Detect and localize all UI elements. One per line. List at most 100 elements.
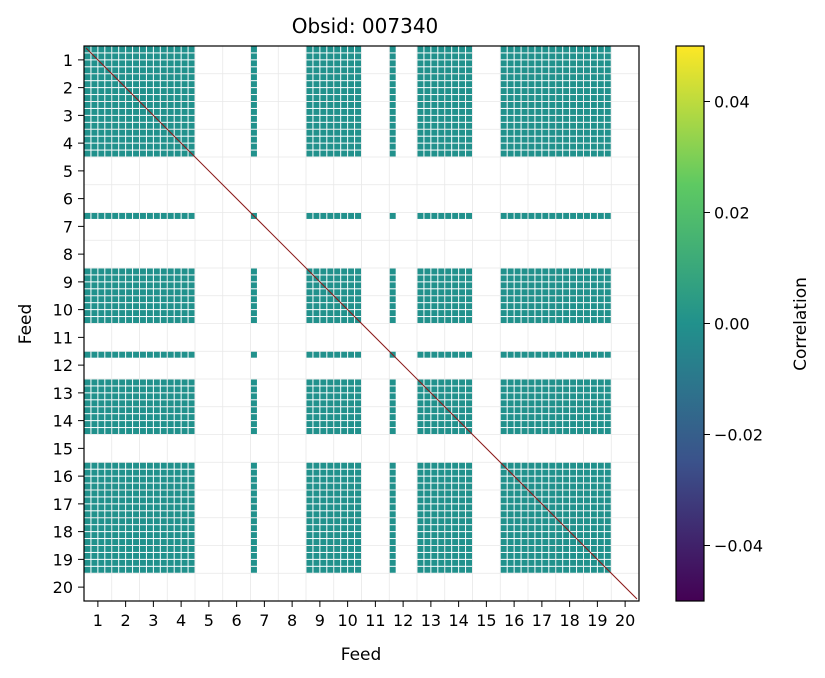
heatmap-cell — [570, 122, 577, 129]
heatmap-cell — [174, 303, 181, 310]
heatmap-cell — [334, 462, 341, 469]
heatmap-cell — [174, 46, 181, 53]
heatmap-cell — [604, 428, 611, 434]
heatmap-cell — [521, 476, 528, 483]
heatmap-cell — [341, 102, 348, 108]
heatmap-cell — [133, 559, 139, 566]
heatmap-cell — [119, 268, 126, 275]
heatmap-cell — [521, 74, 528, 81]
heatmap-cell — [466, 386, 472, 393]
heatmap-cell — [133, 296, 139, 303]
heatmap-cell — [98, 546, 105, 552]
heatmap-cell — [521, 386, 528, 393]
heatmap-cell — [389, 504, 396, 511]
heatmap-cell — [466, 81, 472, 88]
heatmap-cell — [181, 386, 188, 393]
heatmap-cell — [341, 74, 348, 81]
heatmap-cell — [98, 129, 105, 136]
heatmap-cell — [500, 102, 507, 108]
heatmap-cell — [459, 504, 466, 511]
heatmap-cell — [597, 497, 604, 504]
heatmap-cell — [604, 407, 611, 414]
heatmap-cell — [597, 74, 604, 81]
heatmap-cell — [528, 546, 535, 552]
heatmap-cell — [590, 532, 597, 539]
heatmap-cell — [604, 129, 611, 136]
heatmap-cell — [327, 379, 334, 386]
heatmap-cell — [146, 310, 153, 317]
heatmap-cell — [98, 539, 105, 545]
heatmap-cell — [167, 74, 174, 81]
heatmap-cell — [528, 275, 535, 282]
heatmap-cell — [119, 559, 126, 566]
heatmap-cell — [500, 539, 507, 545]
heatmap-cell — [105, 476, 112, 483]
heatmap-cell — [133, 386, 139, 393]
heatmap-cell — [348, 566, 355, 573]
heatmap-cell — [313, 129, 320, 136]
heatmap-cell — [133, 60, 139, 67]
heatmap-cell — [153, 552, 160, 559]
heatmap-cell — [577, 143, 583, 150]
heatmap-cell — [597, 282, 604, 289]
heatmap-cell — [466, 490, 472, 497]
heatmap-cell — [584, 122, 590, 129]
heatmap-cell — [167, 213, 174, 219]
heatmap-cell — [334, 428, 341, 434]
heatmap-cell — [181, 88, 188, 95]
heatmap-cell — [91, 46, 98, 53]
heatmap-cell — [431, 386, 438, 393]
heatmap-cell — [535, 275, 542, 282]
heatmap-cell — [98, 213, 105, 219]
heatmap-cell — [507, 525, 514, 532]
heatmap-cell — [424, 525, 431, 532]
heatmap-cell — [500, 511, 507, 518]
heatmap-cell — [556, 122, 563, 129]
heatmap-cell — [181, 60, 188, 67]
heatmap-cell — [105, 213, 112, 219]
heatmap-cell — [188, 539, 195, 545]
heatmap-cell — [556, 469, 563, 476]
heatmap-cell — [584, 67, 590, 74]
y-tick-label: 16 — [53, 467, 73, 486]
heatmap-cell — [389, 552, 396, 559]
heatmap-cell — [542, 566, 549, 573]
heatmap-cell — [438, 351, 445, 358]
heatmap-cell — [341, 559, 348, 566]
heatmap-cell — [452, 532, 459, 539]
heatmap-cell — [563, 108, 570, 115]
heatmap-cell — [98, 102, 105, 108]
heatmap-cell — [424, 552, 431, 559]
heatmap-cell — [327, 421, 334, 428]
heatmap-cell — [112, 296, 119, 303]
heatmap-cell — [570, 213, 577, 219]
heatmap-cell — [119, 490, 126, 497]
heatmap-cell — [348, 282, 355, 289]
heatmap-cell — [528, 282, 535, 289]
heatmap-cell — [140, 462, 146, 469]
heatmap-cell — [590, 108, 597, 115]
heatmap-cell — [167, 539, 174, 545]
heatmap-cell — [133, 518, 139, 525]
heatmap-cell — [133, 469, 139, 476]
heatmap-cell — [334, 122, 341, 129]
heatmap-cell — [507, 504, 514, 511]
heatmap-cell — [348, 483, 355, 490]
heatmap-cell — [577, 268, 583, 275]
heatmap-cell — [251, 88, 257, 95]
heatmap-cell — [105, 351, 112, 358]
heatmap-cell — [542, 351, 549, 358]
heatmap-cell — [577, 317, 583, 323]
heatmap-cell — [140, 532, 146, 539]
heatmap-cell — [604, 317, 611, 323]
heatmap-cell — [251, 150, 257, 157]
heatmap-cell — [431, 317, 438, 323]
heatmap-cell — [174, 407, 181, 414]
heatmap-cell — [514, 46, 521, 53]
heatmap-cell — [445, 490, 452, 497]
heatmap-cell — [126, 511, 133, 518]
heatmap-cell — [570, 275, 577, 282]
heatmap-cell — [389, 483, 396, 490]
heatmap-cell — [535, 407, 542, 414]
